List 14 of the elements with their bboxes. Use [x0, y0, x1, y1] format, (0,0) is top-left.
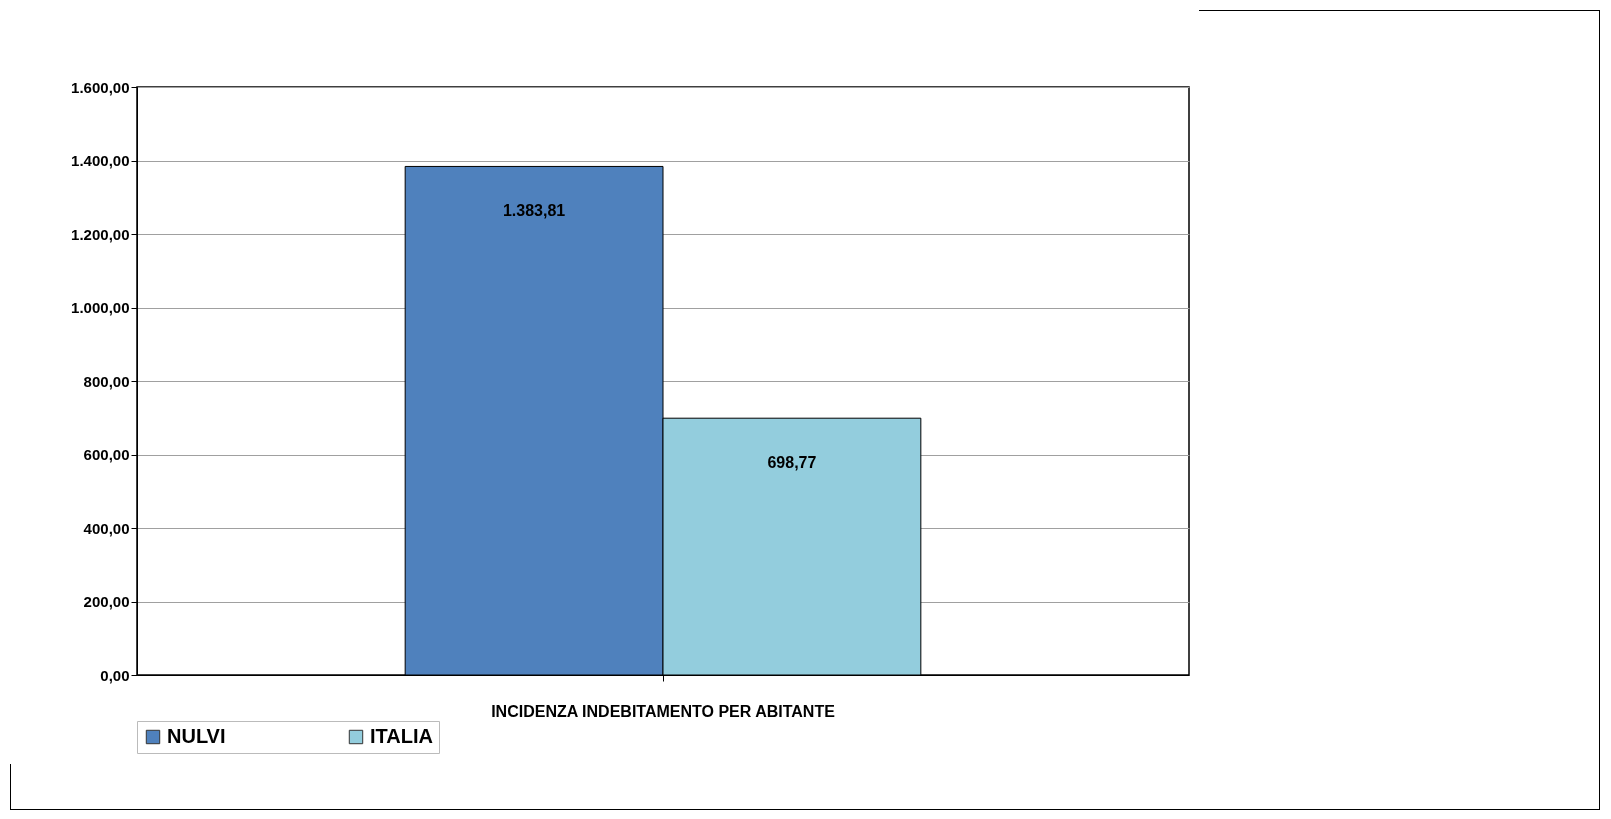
x-tick-label: INCIDENZA INDEBITAMENTO PER ABITANTE — [491, 702, 836, 720]
data-label: 698,77 — [767, 454, 817, 472]
legend-label: NULVI — [167, 725, 226, 747]
y-tick-label: 400,00 — [83, 519, 130, 537]
y-tick-label: 800,00 — [83, 372, 130, 390]
y-tick-label: 200,00 — [83, 593, 130, 610]
y-tick-label: 1.400,00 — [71, 152, 130, 169]
y-tick-label: 1.000,00 — [71, 299, 130, 316]
y-tick-label: 1.200,00 — [71, 225, 130, 243]
y-tick-label: 1.600,00 — [71, 78, 130, 96]
y-tick-label: 0,00 — [100, 666, 130, 684]
y-tick-label: 600,00 — [83, 446, 130, 463]
data-label: 1.383,81 — [502, 202, 566, 220]
legend-label: ITALIA — [370, 725, 433, 747]
